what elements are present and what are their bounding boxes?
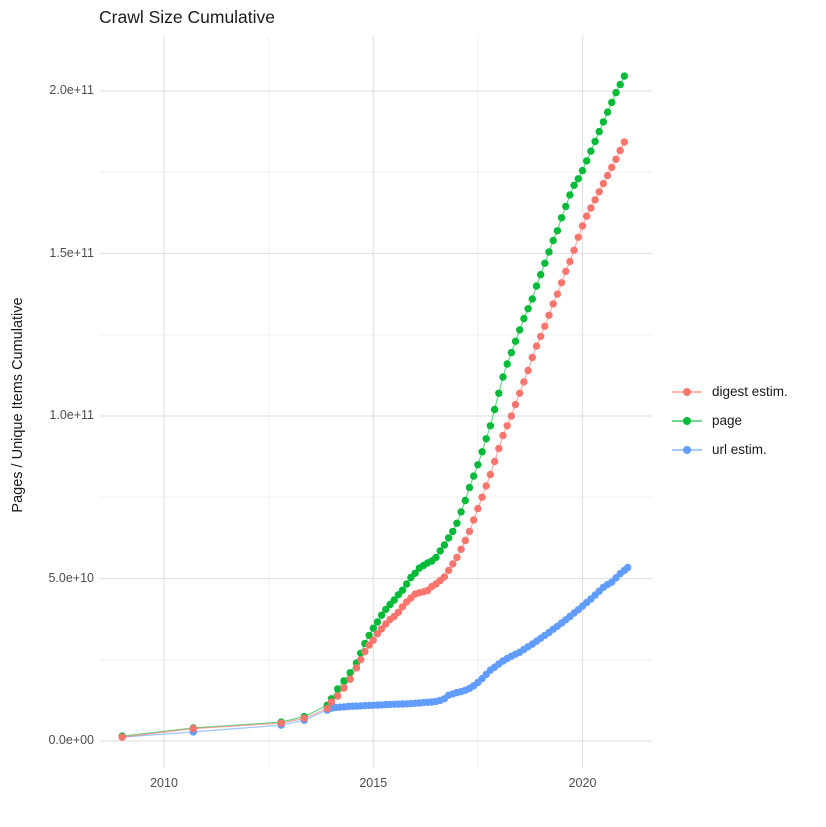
legend-label: page (712, 413, 743, 428)
y-tick-label: 1.5e+11 (49, 245, 94, 260)
y-tick-label: 1.0e+11 (49, 408, 94, 422)
legend: digest estim. page url estim. (672, 377, 788, 464)
data-series-layer (118, 72, 632, 741)
gridlines-minor (100, 36, 652, 768)
series-url-estim- (118, 563, 632, 741)
x-tick-label: 2020 (568, 776, 597, 790)
x-tick-label: 2010 (150, 776, 178, 790)
legend-point-icon (683, 416, 691, 425)
y-tick-label: 0.0e+00 (48, 733, 94, 747)
legend-item-digest: digest estim. (672, 377, 788, 406)
legend-point-icon (683, 445, 691, 454)
legend-key-url (672, 443, 702, 457)
x-tick-label: 2015 (359, 776, 388, 790)
legend-key-digest (672, 385, 702, 399)
legend-item-url: url estim. (672, 435, 788, 464)
plot-title: Crawl Size Cumulative (99, 7, 276, 27)
gridlines-major (100, 36, 652, 768)
y-axis-title: Pages / Unique Items Cumulative (10, 297, 26, 513)
legend-key-page (672, 414, 702, 428)
legend-item-page: page (672, 406, 788, 435)
y-tick-label: 2.0e+11 (49, 83, 94, 97)
legend-label: url estim. (712, 442, 767, 457)
legend-point-icon (683, 387, 691, 396)
legend-label: digest estim. (712, 384, 788, 399)
y-tick-label: 5.0e+10 (48, 570, 94, 585)
series-digest-estim- (118, 138, 629, 741)
